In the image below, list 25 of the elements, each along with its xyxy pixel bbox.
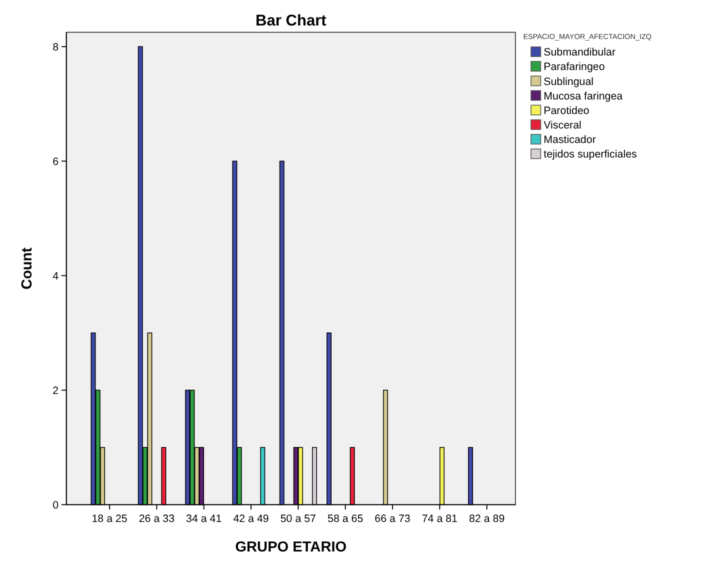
x-tick-label: 58 a 65 bbox=[328, 513, 364, 526]
legend-label: Sublingual bbox=[544, 76, 594, 88]
x-tick-label: 26 a 33 bbox=[138, 513, 175, 526]
x-tick-label: 18 a 25 bbox=[92, 513, 128, 526]
y-tick-label: 8 bbox=[52, 41, 59, 54]
legend-label: Submandibular bbox=[544, 46, 616, 59]
x-tick-label: 66 a 73 bbox=[374, 513, 410, 526]
x-axis-title: GRUPO ETARIO bbox=[235, 539, 347, 556]
x-tick-label: 82 a 89 bbox=[469, 513, 505, 526]
legend-label: Parafaringeo bbox=[544, 61, 605, 74]
y-axis-title: Count bbox=[19, 247, 36, 290]
x-tick-label: 42 a 49 bbox=[233, 513, 269, 526]
y-tick-label: 2 bbox=[52, 384, 59, 397]
y-tick-label: 0 bbox=[52, 499, 59, 512]
y-tick-label: 4 bbox=[52, 270, 59, 282]
x-tick-label: 34 a 41 bbox=[186, 513, 222, 526]
chart-title: Bar Chart bbox=[255, 12, 326, 30]
x-tick-label: 74 a 81 bbox=[422, 513, 458, 526]
x-tick-label: 50 a 57 bbox=[280, 513, 316, 526]
legend-label: tejidos superficiales bbox=[544, 148, 637, 161]
legend-label: Visceral bbox=[544, 120, 582, 132]
legend-label: Mucosa faringea bbox=[544, 90, 623, 102]
legend-label: Parotideo bbox=[544, 104, 590, 117]
legend-label: Masticador bbox=[544, 134, 596, 146]
y-tick-label: 6 bbox=[52, 156, 59, 168]
